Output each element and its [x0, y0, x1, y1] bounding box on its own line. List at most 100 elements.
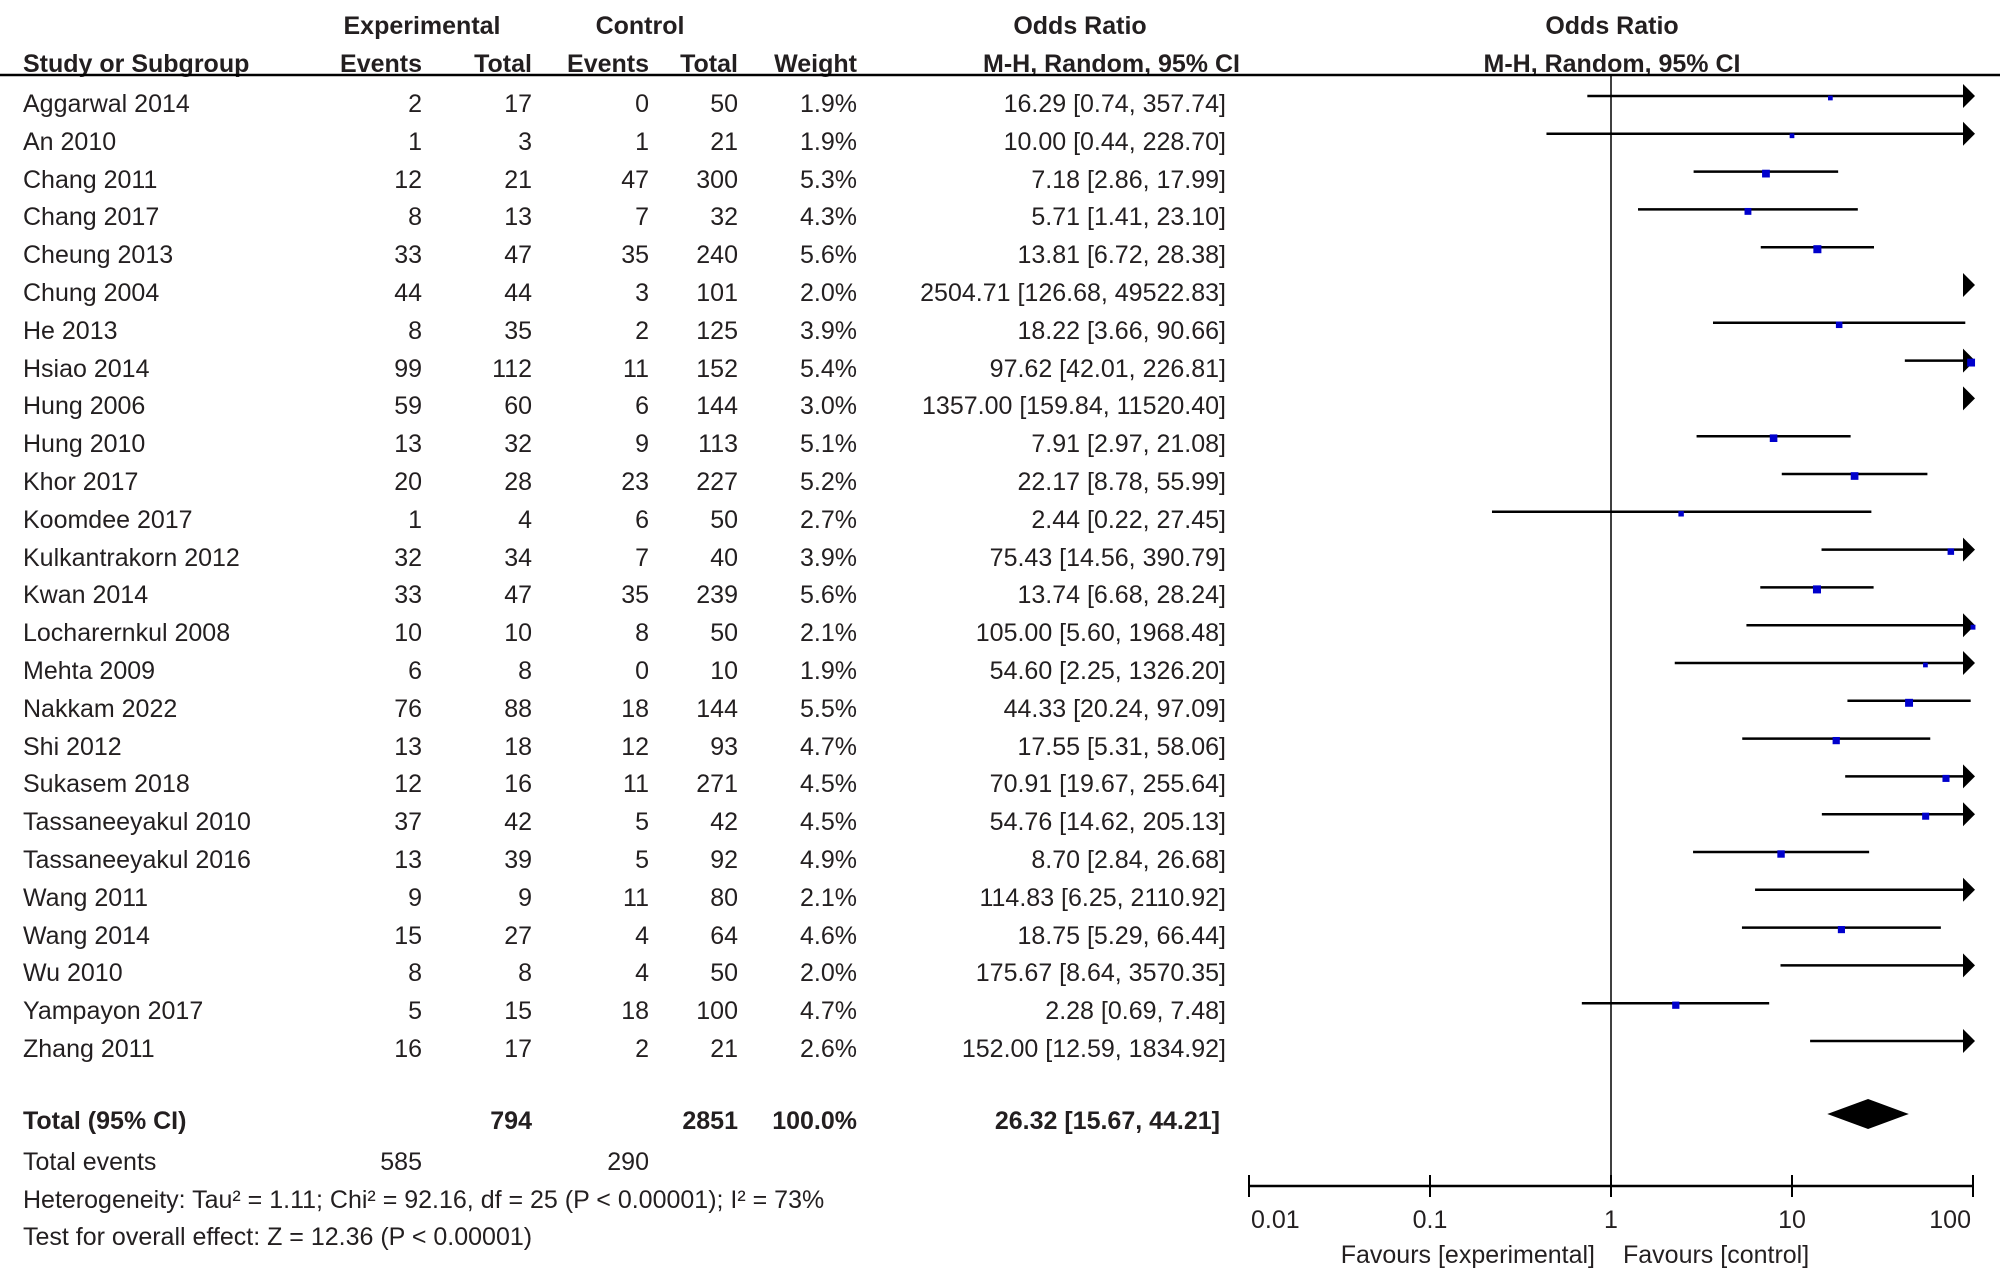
ctrl-events: 35 [621, 241, 649, 270]
exp-events: 20 [394, 468, 422, 496]
weight: 1.9% [800, 127, 857, 156]
ctrl-total: 50 [710, 959, 738, 988]
ctrl-events: 18 [621, 997, 649, 1026]
study-name: An 2010 [23, 127, 117, 156]
ctrl-total: 32 [710, 203, 738, 232]
odds-ratio-ci: 152.00 [12.59, 1834.92] [961, 1035, 1226, 1063]
exp-events: 8 [408, 203, 422, 232]
ctrl-events: 4 [635, 959, 649, 988]
header-control: Control [595, 12, 685, 40]
total-label: Total (95% CI) [23, 1107, 187, 1135]
exp-events: 33 [394, 241, 422, 270]
exp-total: 3 [518, 127, 532, 156]
exp-total: 18 [504, 732, 532, 761]
header-weight: Weight [774, 50, 857, 78]
ctrl-events: 7 [635, 543, 649, 572]
exp-total: 16 [504, 770, 532, 799]
total-weight: 100.0% [772, 1107, 857, 1135]
ci-arrow-right [1963, 121, 1975, 146]
ctrl-events: 4 [635, 921, 649, 950]
ctrl-events: 7 [635, 203, 649, 232]
study-name: He 2013 [23, 316, 118, 345]
ctrl-events: 0 [635, 90, 649, 118]
weight: 2.7% [800, 505, 857, 534]
weight: 5.2% [800, 468, 857, 496]
ctrl-events: 47 [621, 165, 649, 194]
weight: 5.4% [800, 354, 857, 383]
odds-ratio-ci: 22.17 [8.78, 55.99] [1017, 468, 1226, 496]
weight: 4.3% [800, 203, 857, 232]
exp-events: 37 [394, 808, 422, 837]
weight: 2.1% [800, 619, 857, 648]
exp-events: 8 [408, 316, 422, 345]
weight: 4.7% [800, 732, 857, 761]
ctrl-total: 10 [710, 657, 738, 685]
exp-events: 8 [408, 959, 422, 988]
odds-ratio-ci: 18.22 [3.66, 90.66] [1017, 316, 1226, 345]
header-ctrl-total: Total [680, 50, 738, 78]
exp-total: 88 [504, 694, 532, 723]
pooled-diamond [1827, 1099, 1909, 1129]
ctrl-events: 9 [635, 430, 649, 459]
header-plot-method: M-H, Random, 95% CI [1483, 50, 1741, 78]
study-name: Wang 2014 [23, 921, 150, 950]
ctrl-total: 80 [710, 883, 738, 912]
total-events-ctrl: 290 [607, 1148, 649, 1176]
study-name: Locharernkul 2008 [23, 619, 231, 648]
exp-total: 34 [504, 543, 532, 572]
study-square [1922, 812, 1930, 820]
odds-ratio-ci: 114.83 [6.25, 2110.92] [979, 883, 1226, 912]
odds-ratio-ci: 175.67 [8.64, 3570.35] [975, 959, 1226, 988]
study-square [1835, 321, 1843, 329]
ci-arrow-right [1963, 273, 1975, 297]
ctrl-total: 227 [696, 468, 738, 496]
weight: 2.6% [800, 1035, 857, 1063]
weight: 5.6% [800, 241, 857, 270]
ctrl-events: 35 [621, 581, 649, 610]
total-exp-total: 794 [490, 1107, 532, 1135]
odds-ratio-ci: 13.81 [6.72, 28.38] [1017, 241, 1226, 270]
ci-arrow-right [1963, 1029, 1975, 1053]
ctrl-total: 21 [710, 1035, 738, 1063]
ctrl-events: 8 [635, 619, 649, 648]
ctrl-total: 152 [696, 354, 738, 383]
exp-events: 13 [394, 846, 422, 874]
ci-arrow-right [1963, 613, 1975, 638]
ctrl-events: 18 [621, 694, 649, 723]
exp-events: 76 [394, 694, 422, 723]
x-tick-label: 0.01 [1251, 1206, 1300, 1234]
exp-events: 9 [408, 883, 422, 912]
exp-events: 59 [394, 392, 422, 421]
ctrl-total: 144 [696, 694, 738, 723]
exp-total: 28 [504, 468, 532, 496]
exp-total: 47 [504, 241, 532, 270]
study-square [1762, 169, 1770, 178]
ctrl-events: 12 [621, 732, 649, 761]
ctrl-total: 125 [696, 316, 738, 345]
odds-ratio-ci: 97.62 [42.01, 226.81] [989, 354, 1226, 383]
study-name: Shi 2012 [23, 732, 122, 761]
study-square [1828, 95, 1833, 101]
study-name: Hsiao 2014 [23, 354, 150, 383]
study-name: Zhang 2011 [23, 1035, 155, 1063]
ci-arrow-right [1963, 877, 1975, 902]
ctrl-total: 239 [696, 581, 738, 610]
ctrl-events: 5 [635, 808, 649, 837]
header-or-method: M-H, Random, 95% CI [983, 50, 1240, 78]
study-name: Wu 2010 [23, 959, 123, 988]
x-tick-label: 10 [1778, 1206, 1806, 1234]
x-tick-label: 0.1 [1413, 1206, 1448, 1234]
odds-ratio-ci: 75.43 [14.56, 390.79] [989, 543, 1226, 572]
exp-total: 60 [504, 392, 532, 421]
overall-effect-stat: Test for overall effect: Z = 12.36 (P < … [23, 1223, 533, 1251]
study-square [1744, 207, 1752, 215]
study-name: Wang 2011 [23, 883, 149, 912]
study-square [1970, 624, 1976, 630]
exp-total: 44 [504, 279, 532, 307]
ctrl-events: 6 [635, 392, 649, 421]
odds-ratio-ci: 54.76 [14.62, 205.13] [989, 808, 1226, 837]
exp-total: 39 [504, 846, 532, 874]
study-square [1967, 358, 1976, 367]
ctrl-total: 92 [710, 846, 738, 874]
